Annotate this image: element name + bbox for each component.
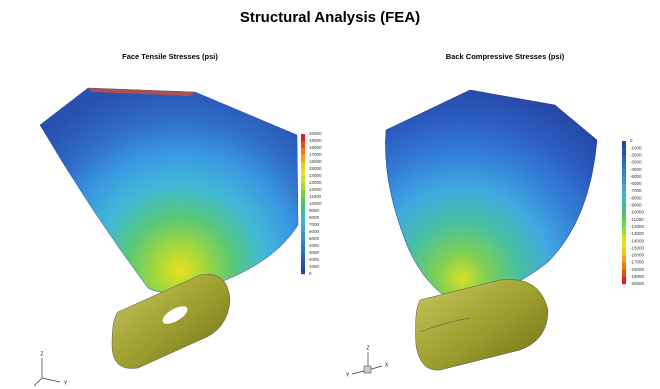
triad-label: Y xyxy=(346,372,350,378)
legend-label: -7000 xyxy=(630,188,642,193)
legend-swatch xyxy=(301,253,305,260)
legend-swatch xyxy=(301,183,305,190)
legend-swatch xyxy=(622,184,626,191)
triad-label: Z xyxy=(366,345,369,351)
legend-label: -4000 xyxy=(630,167,642,172)
legend-label: 3000 xyxy=(309,250,320,255)
legend-swatch xyxy=(622,141,626,148)
legend-swatch xyxy=(622,255,626,262)
legend-label: -19000 xyxy=(630,274,645,279)
legend-label: 12000 xyxy=(309,187,322,192)
legend-swatch xyxy=(301,218,305,225)
legend-swatch xyxy=(622,155,626,162)
legend-label: -13000 xyxy=(630,231,645,236)
triad-label: Z xyxy=(40,351,43,357)
legend-label: 7000 xyxy=(309,222,320,227)
legend-label: -5000 xyxy=(630,174,642,179)
legend-swatch xyxy=(301,190,305,197)
figure-title: Structural Analysis (FEA) xyxy=(240,9,420,26)
panel-title: Face Tensile Stresses (psi) xyxy=(122,52,218,61)
legend-swatch xyxy=(622,213,626,220)
legend-label: 5000 xyxy=(309,236,320,241)
legend-label: -18000 xyxy=(630,267,645,272)
legend-label: 15000 xyxy=(309,166,322,171)
legend-label: 19000 xyxy=(309,138,322,143)
legend-label: -14000 xyxy=(630,238,645,243)
legend-swatch xyxy=(622,248,626,255)
legend-swatch xyxy=(622,205,626,212)
legend-label: -12000 xyxy=(630,224,645,229)
legend-swatch xyxy=(301,197,305,204)
fea-figure: Structural Analysis (FEA) Face Tensile S… xyxy=(0,0,660,389)
legend-swatch xyxy=(301,246,305,253)
legend-label: 10000 xyxy=(309,201,322,206)
legend-swatch xyxy=(301,169,305,176)
legend-label: -1000 xyxy=(630,145,642,150)
face-stress-contour xyxy=(40,88,298,293)
legend-label: 13000 xyxy=(309,180,322,185)
legend-swatch xyxy=(622,263,626,270)
legend-swatch xyxy=(301,260,305,267)
legend-swatch xyxy=(301,141,305,148)
legend-swatch xyxy=(622,241,626,248)
legend-swatch xyxy=(301,239,305,246)
pipe-cylinder xyxy=(416,279,549,370)
legend-label: -8000 xyxy=(630,195,642,200)
legend-label: -20000 xyxy=(630,281,645,286)
legend-label: 0 xyxy=(630,138,633,143)
legend-swatch xyxy=(622,227,626,234)
legend-label: -16000 xyxy=(630,253,645,258)
legend-label: 2000 xyxy=(309,257,320,262)
legend-swatch xyxy=(301,267,305,274)
legend-label: 1000 xyxy=(309,264,320,269)
legend-label: 6000 xyxy=(309,229,320,234)
triad-label: X xyxy=(385,362,389,368)
legend-swatch xyxy=(622,198,626,205)
legend-swatch xyxy=(301,204,305,211)
legend-label: 11000 xyxy=(309,194,322,199)
legend-swatch xyxy=(301,148,305,155)
triad-label: Y xyxy=(64,380,68,386)
legend-swatch xyxy=(622,162,626,169)
legend-swatch xyxy=(622,270,626,277)
legend-label: -9000 xyxy=(630,203,642,208)
legend-swatch xyxy=(622,220,626,227)
legend-label: -10000 xyxy=(630,210,645,215)
legend-label: 0 xyxy=(309,271,312,276)
legend-swatch xyxy=(301,176,305,183)
legend-swatch xyxy=(622,234,626,241)
legend-label: -15000 xyxy=(630,245,645,250)
legend-label: 4000 xyxy=(309,243,320,248)
legend-label: -17000 xyxy=(630,260,645,265)
triad-box xyxy=(364,366,371,373)
legend-swatch xyxy=(622,191,626,198)
legend-swatch xyxy=(301,134,305,141)
legend-label: 18000 xyxy=(309,145,322,150)
legend-label: 16000 xyxy=(309,159,322,164)
legend-label: -6000 xyxy=(630,181,642,186)
legend-label: 14000 xyxy=(309,173,322,178)
legend-swatch xyxy=(622,170,626,177)
legend-label: 17000 xyxy=(309,152,322,157)
legend-label: -11000 xyxy=(630,217,644,222)
back-stress-contour xyxy=(385,90,597,300)
legend-label: -3000 xyxy=(630,160,642,165)
legend-swatch xyxy=(622,148,626,155)
legend-swatch xyxy=(301,225,305,232)
legend-swatch xyxy=(301,211,305,218)
legend-swatch xyxy=(301,232,305,239)
axis-triad xyxy=(34,352,382,386)
legend-swatch xyxy=(301,162,305,169)
legend-label: 8000 xyxy=(309,215,320,220)
legend-label: 20000 xyxy=(309,131,322,136)
panel-title: Back Compressive Stresses (psi) xyxy=(446,52,565,61)
legend-swatch xyxy=(301,155,305,162)
legend-label: 9000 xyxy=(309,208,320,213)
legend-swatch xyxy=(622,277,626,284)
legend-swatch xyxy=(622,177,626,184)
legend-label: -2000 xyxy=(630,152,642,157)
